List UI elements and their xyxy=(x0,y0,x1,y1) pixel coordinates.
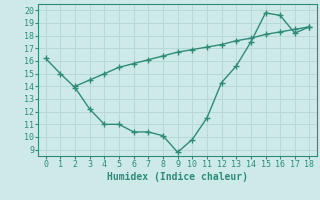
X-axis label: Humidex (Indice chaleur): Humidex (Indice chaleur) xyxy=(107,172,248,182)
